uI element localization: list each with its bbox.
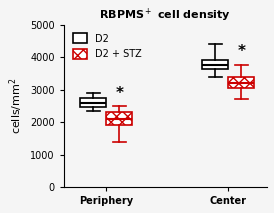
Text: *: * xyxy=(237,44,245,59)
Legend: D2, D2 + STZ: D2, D2 + STZ xyxy=(68,30,145,63)
PathPatch shape xyxy=(228,77,254,88)
PathPatch shape xyxy=(106,112,132,125)
PathPatch shape xyxy=(202,60,228,69)
Text: *: * xyxy=(115,86,123,101)
Y-axis label: cells/mm$^2$: cells/mm$^2$ xyxy=(7,78,25,134)
PathPatch shape xyxy=(80,98,106,108)
Title: RBPMS$^+$ cell density: RBPMS$^+$ cell density xyxy=(99,7,232,24)
